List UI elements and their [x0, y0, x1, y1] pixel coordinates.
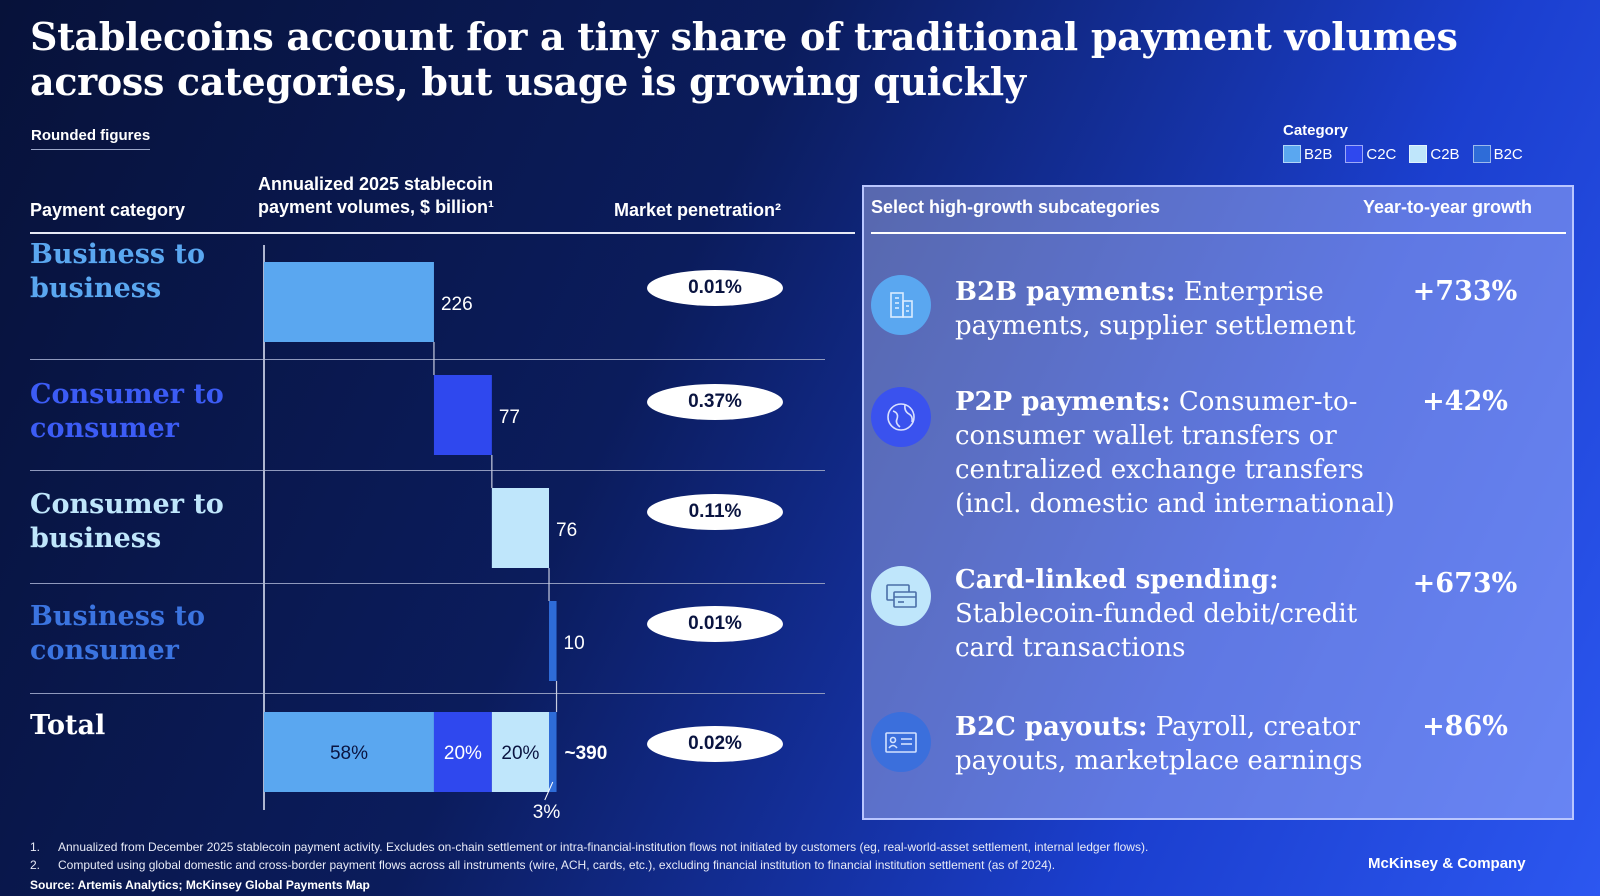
id-card-icon: [871, 712, 931, 772]
source-note: Source: Artemis Analytics; McKinsey Glob…: [30, 878, 370, 892]
legend-title: Category: [1283, 122, 1349, 139]
penetration-pill-b2c: 0.01%: [647, 606, 783, 642]
footnote-2: 2. Computed using global domestic and cro…: [30, 858, 1056, 872]
waterfall-chart: 226 77 76 10 58% 20% 20% 3% ~390: [264, 262, 608, 823]
legend: Category B2B C2C C2B B2C: [1283, 122, 1523, 163]
bar-value-label-c2c: 77: [499, 407, 520, 428]
header-market-penetration: Market penetration²: [614, 200, 782, 220]
growth-card: +673%: [1412, 568, 1518, 599]
bar-value-label-total: ~390: [565, 743, 608, 764]
total-segment-c2b: [491, 712, 550, 792]
row-divider: [30, 693, 825, 694]
category-label-c2b: Consumer to business: [30, 489, 224, 554]
growth-b2c: +86%: [1422, 711, 1508, 742]
legend-item-c2b: C2B: [1409, 145, 1460, 163]
chart-title: Stablecoins account for a tiny share of …: [30, 14, 1458, 104]
header-volumes: Annualized 2025 stablecoin payment volum…: [258, 174, 495, 217]
growth-b2b: +733%: [1412, 276, 1518, 307]
bar-c2c: [433, 375, 492, 455]
legend-swatch: [1409, 145, 1428, 163]
globe-icon: [871, 387, 931, 447]
total-share-label-b2c: 3%: [533, 802, 561, 823]
total-segment-c2c: [433, 712, 492, 792]
total-share-label-b2b: 58%: [330, 743, 368, 764]
penetration-pill-total: 0.02%: [647, 726, 783, 762]
penetration-pill-c2c: 0.37%: [647, 384, 783, 420]
bar-c2b: [491, 488, 550, 568]
callout-line: [544, 781, 554, 801]
legend-item-b2b: B2B: [1283, 145, 1332, 163]
row-divider: [30, 359, 825, 360]
building-icon: [871, 275, 931, 335]
category-label-b2b: Business to business: [30, 239, 205, 304]
legend-item-c2c: C2C: [1345, 145, 1396, 163]
bar-value-label-b2b: 226: [441, 294, 473, 315]
legend-swatch: [1472, 145, 1491, 163]
total-segment-b2b: [264, 712, 434, 792]
subtitle: Rounded figures: [31, 127, 151, 150]
subcategory-panel: [862, 185, 1574, 820]
category-label-c2c: Consumer to consumer: [30, 379, 224, 444]
header-payment-category: Payment category: [30, 200, 186, 220]
panel-header-divider: [871, 232, 1566, 234]
total-share-label-c2c: 20%: [444, 743, 482, 764]
legend-swatch: [1345, 145, 1364, 163]
growth-p2p: +42%: [1422, 386, 1508, 417]
total-share-label-c2b: 20%: [501, 743, 539, 764]
total-segment-b2c: [549, 712, 557, 792]
bar-value-label-b2c: 10: [564, 633, 585, 654]
panel-header-subcategories: Select high-growth subcategories: [871, 197, 1161, 217]
footnote-1: 1. Annualized from December 2025 stableco…: [30, 840, 1149, 854]
subcategory-b2c-text: B2C payouts: Payroll, creator payouts, m…: [955, 712, 1363, 776]
category-label-b2c: Business to consumer: [30, 601, 205, 666]
subcategory-p2p-text: P2P payments: Consumer-to-consumer walle…: [955, 387, 1395, 519]
bar-value-label-c2b: 76: [556, 520, 577, 541]
category-label-total: Total: [30, 710, 106, 741]
penetration-pill-b2b: 0.01%: [647, 270, 783, 306]
legend-item-b2c: B2C: [1472, 145, 1523, 163]
chart-baseline-axis: [263, 245, 265, 810]
row-divider: [30, 470, 825, 471]
brand-logo-text: McKinsey & Company: [1368, 855, 1526, 872]
bar-b2b: [264, 262, 434, 342]
subcategory-card-text: Card-linked spending: Stablecoin-funded …: [955, 565, 1358, 663]
cards-icon: [871, 566, 931, 626]
legend-swatch: [1283, 145, 1301, 163]
panel-header-growth: Year-to-year growth: [1363, 197, 1533, 217]
header-divider: [30, 232, 855, 234]
row-divider: [30, 583, 825, 584]
penetration-pill-c2b: 0.11%: [647, 494, 783, 530]
subcategory-b2b-text: B2B payments: Enterprise payments, suppl…: [955, 277, 1356, 341]
bar-b2c: [549, 601, 557, 681]
